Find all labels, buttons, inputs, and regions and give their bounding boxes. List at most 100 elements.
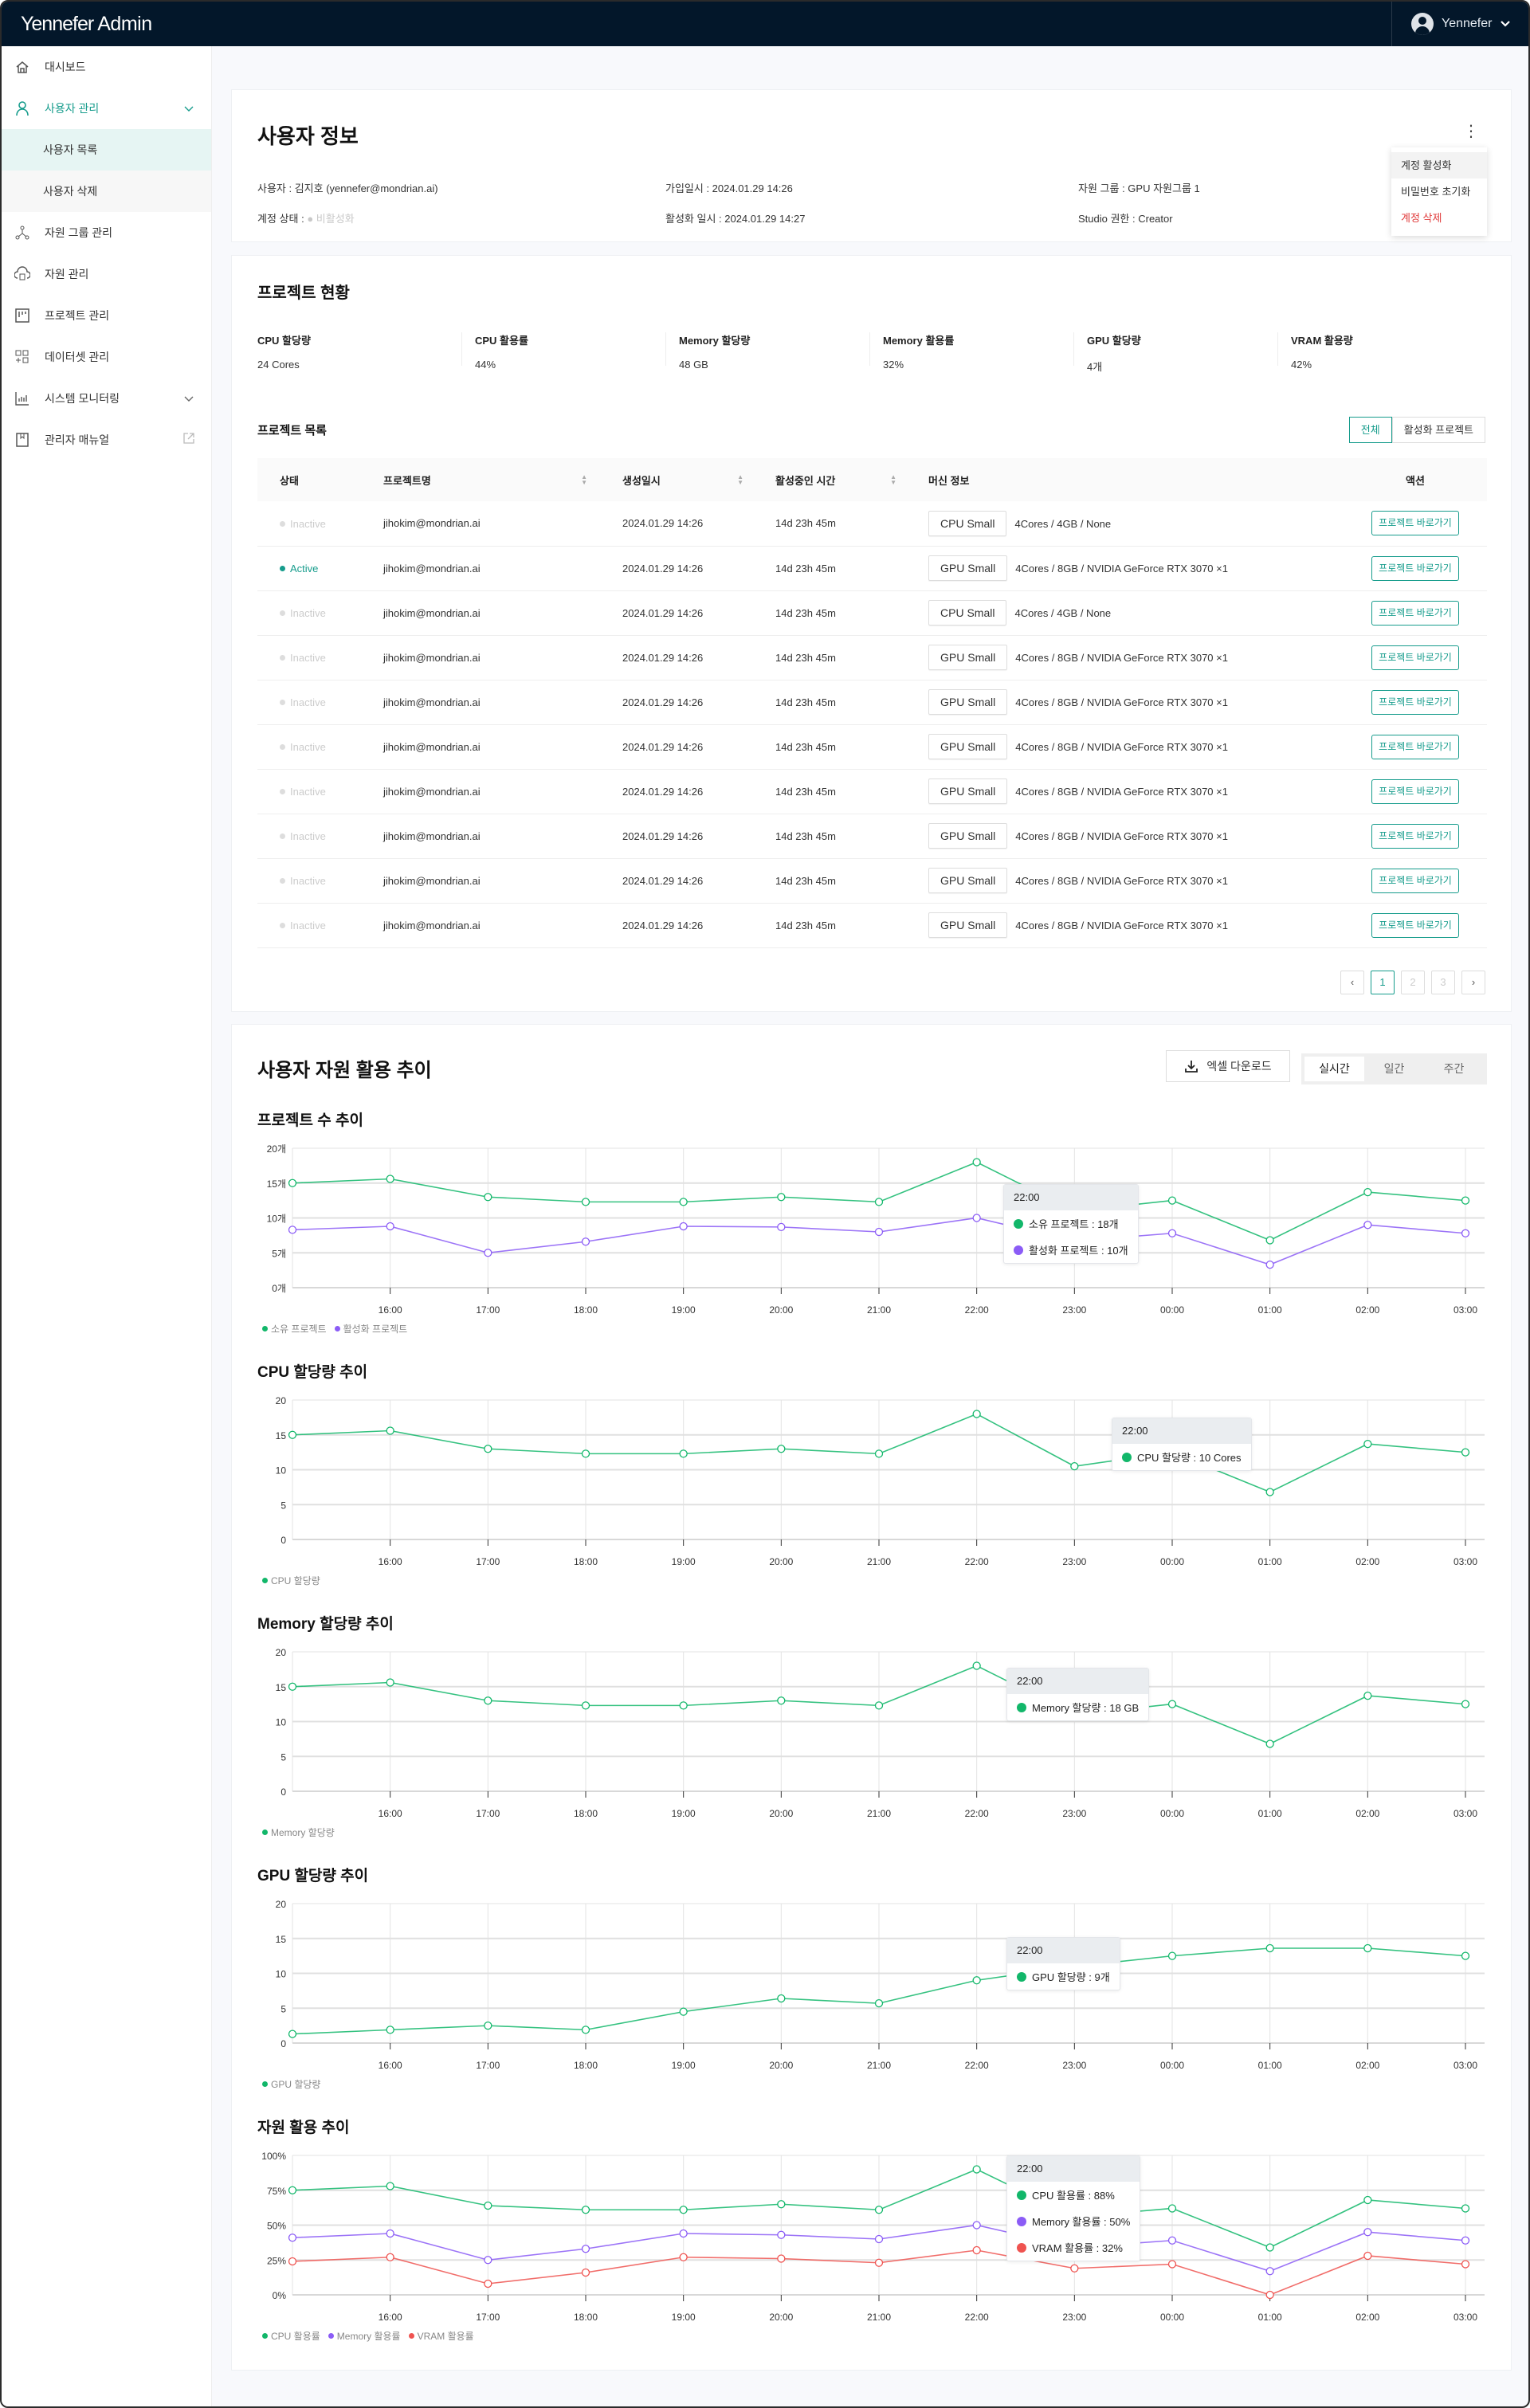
sidebar-item-user-management[interactable]: 사용자 관리 xyxy=(2,88,211,129)
data-point[interactable] xyxy=(874,1998,884,2008)
data-point[interactable] xyxy=(1167,1951,1177,1960)
data-point[interactable] xyxy=(484,2021,492,2030)
sidebar-item-dataset[interactable]: 데이터셋 관리 xyxy=(2,336,211,378)
data-point[interactable] xyxy=(484,2279,492,2288)
menu-item-activate-account[interactable]: 계정 활성화 xyxy=(1391,152,1487,178)
data-point[interactable] xyxy=(1167,1700,1177,1708)
col-created[interactable]: 생성일시 ▲ ▼ xyxy=(600,458,753,501)
data-point[interactable] xyxy=(874,2258,884,2267)
data-point[interactable] xyxy=(1363,2195,1372,2205)
go-to-project-button[interactable]: 프로젝트 바로가기 xyxy=(1371,689,1459,715)
data-point[interactable] xyxy=(972,2221,981,2230)
data-point[interactable] xyxy=(1265,1739,1274,1748)
data-point[interactable] xyxy=(288,1179,297,1187)
filter-all[interactable]: 전체 xyxy=(1348,417,1392,443)
page-button[interactable]: 2 xyxy=(1401,971,1425,994)
data-point[interactable] xyxy=(288,2186,297,2194)
data-point[interactable] xyxy=(679,2253,688,2261)
data-point[interactable] xyxy=(1265,2290,1274,2300)
data-point[interactable] xyxy=(1167,2204,1177,2213)
period-realtime[interactable]: 실시간 xyxy=(1304,1057,1364,1081)
sidebar-item-user-list[interactable]: 사용자 목록 xyxy=(2,129,211,171)
data-point[interactable] xyxy=(777,1994,786,2003)
legend-item[interactable]: 소유 프로젝트 xyxy=(262,1322,327,1335)
excel-download-button[interactable]: 엑셀 다운로드 xyxy=(1166,1050,1290,1082)
filter-active[interactable]: 활성화 프로젝트 xyxy=(1391,417,1485,443)
go-to-project-button[interactable]: 프로젝트 바로가기 xyxy=(1371,823,1459,849)
go-to-project-button[interactable]: 프로젝트 바로가기 xyxy=(1371,734,1459,759)
data-point[interactable] xyxy=(679,1222,688,1231)
data-point[interactable] xyxy=(1363,2251,1372,2261)
data-point[interactable] xyxy=(1265,2243,1274,2252)
data-point[interactable] xyxy=(1461,1700,1470,1708)
go-to-project-button[interactable]: 프로젝트 바로가기 xyxy=(1371,868,1459,893)
logo[interactable]: Yennefer Admin xyxy=(21,13,152,36)
data-point[interactable] xyxy=(679,2206,688,2214)
sidebar-item-resource[interactable]: 자원 관리 xyxy=(2,253,211,295)
sidebar-item-resource-group[interactable]: 자원 그룹 관리 xyxy=(2,212,211,253)
data-point[interactable] xyxy=(386,1426,394,1435)
data-point[interactable] xyxy=(777,1445,786,1453)
data-point[interactable] xyxy=(484,2256,492,2265)
sidebar-item-dashboard[interactable]: 대시보드 xyxy=(2,46,211,88)
data-point[interactable] xyxy=(581,2206,590,2214)
data-point[interactable] xyxy=(777,2230,786,2239)
go-to-project-button[interactable]: 프로젝트 바로가기 xyxy=(1371,645,1459,670)
data-point[interactable] xyxy=(386,1678,394,1687)
period-weekly[interactable]: 주간 xyxy=(1443,1062,1465,1075)
sidebar-item-user-delete[interactable]: 사용자 삭제 xyxy=(2,171,211,212)
data-point[interactable] xyxy=(1167,1229,1177,1237)
data-point[interactable] xyxy=(1363,1439,1372,1449)
legend-item[interactable]: Memory 할당량 xyxy=(262,1826,335,1839)
data-point[interactable] xyxy=(1363,1221,1372,1229)
data-point[interactable] xyxy=(679,1449,688,1458)
data-point[interactable] xyxy=(1461,2260,1470,2269)
data-point[interactable] xyxy=(581,2245,590,2253)
data-point[interactable] xyxy=(288,1226,297,1234)
data-point[interactable] xyxy=(972,1976,981,1985)
data-point[interactable] xyxy=(1461,1448,1470,1457)
user-menu[interactable]: Yennefer xyxy=(1391,2,1528,46)
data-point[interactable] xyxy=(874,2206,884,2214)
data-point[interactable] xyxy=(972,1214,981,1222)
data-point[interactable] xyxy=(581,1701,590,1710)
data-point[interactable] xyxy=(1363,1187,1372,1197)
data-point[interactable] xyxy=(1363,1691,1372,1700)
data-point[interactable] xyxy=(386,1222,394,1231)
more-menu-button[interactable]: ⋮ xyxy=(1463,123,1479,140)
menu-item-reset-password[interactable]: 비밀번호 초기화 xyxy=(1401,186,1471,198)
legend-item[interactable]: VRAM 활용률 xyxy=(408,2329,474,2343)
sidebar-item-project[interactable]: 프로젝트 관리 xyxy=(2,295,211,336)
legend-item[interactable]: 활성화 프로젝트 xyxy=(334,1322,407,1335)
go-to-project-button[interactable]: 프로젝트 바로가기 xyxy=(1371,600,1459,626)
data-point[interactable] xyxy=(972,1661,981,1670)
go-to-project-button[interactable]: 프로젝트 바로가기 xyxy=(1371,511,1459,536)
legend-item[interactable]: CPU 할당량 xyxy=(262,1574,320,1587)
data-point[interactable] xyxy=(972,2165,981,2174)
sort-icon[interactable]: ▲ ▼ xyxy=(890,473,896,486)
data-point[interactable] xyxy=(972,2245,981,2255)
data-point[interactable] xyxy=(484,1193,492,1202)
data-point[interactable] xyxy=(288,2233,297,2242)
data-point[interactable] xyxy=(1461,2204,1470,2213)
data-point[interactable] xyxy=(484,1696,492,1705)
menu-item-delete-account[interactable]: 계정 삭제 xyxy=(1401,212,1442,224)
go-to-project-button[interactable]: 프로젝트 바로가기 xyxy=(1371,555,1459,581)
data-point[interactable] xyxy=(777,1222,786,1232)
data-point[interactable] xyxy=(874,1449,884,1458)
page-button[interactable]: 1 xyxy=(1371,971,1395,994)
legend-item[interactable]: CPU 활용률 xyxy=(262,2329,320,2343)
data-point[interactable] xyxy=(484,1249,492,1257)
go-to-project-button[interactable]: 프로젝트 바로가기 xyxy=(1371,778,1459,804)
data-point[interactable] xyxy=(874,1227,884,1237)
legend-item[interactable]: Memory 활용률 xyxy=(328,2329,401,2343)
data-point[interactable] xyxy=(1265,1236,1274,1245)
sort-icon[interactable]: ▲ ▼ xyxy=(737,473,743,486)
sidebar-item-admin-manual[interactable]: 관리자 매뉴얼 xyxy=(2,419,211,461)
data-point[interactable] xyxy=(288,1682,297,1691)
data-point[interactable] xyxy=(288,1430,297,1439)
page-button[interactable]: 3 xyxy=(1431,971,1455,994)
sort-icon[interactable]: ▲ ▼ xyxy=(581,473,587,486)
data-point[interactable] xyxy=(581,1237,590,1246)
data-point[interactable] xyxy=(972,1410,981,1418)
